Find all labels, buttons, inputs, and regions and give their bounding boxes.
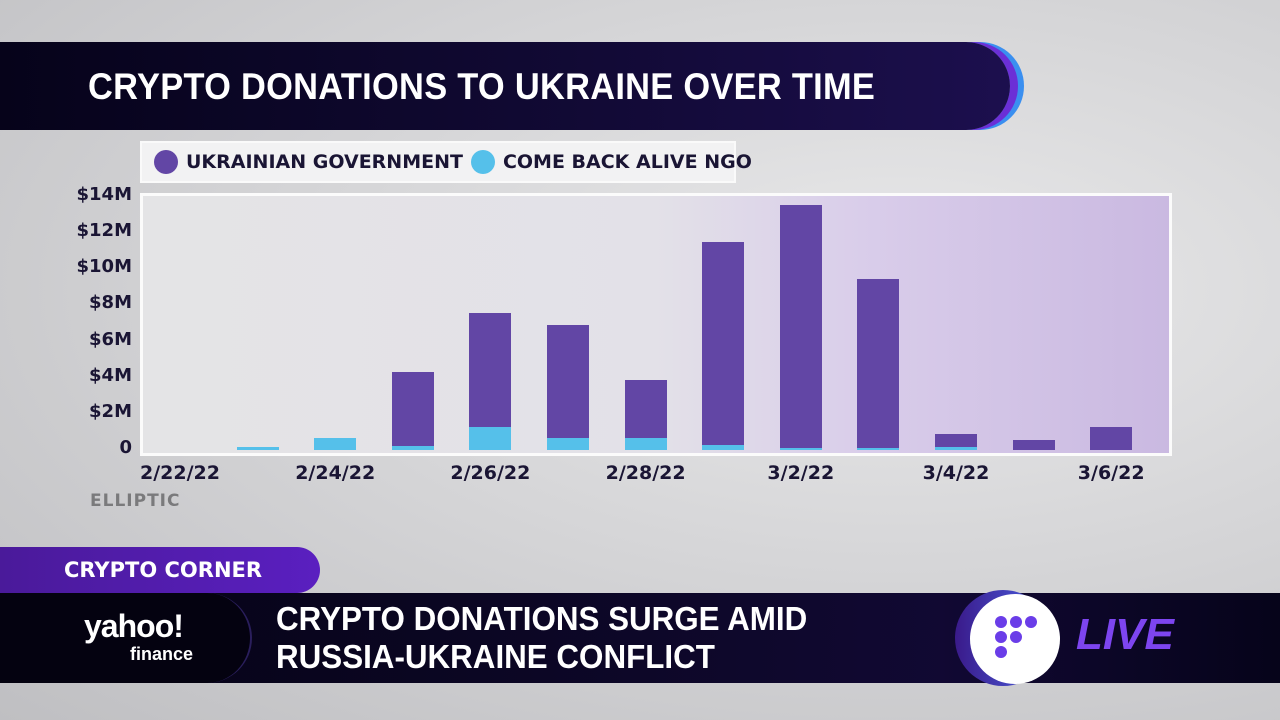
legend-label: COME BACK ALIVE NGO [502,151,752,173]
chart-legend: UKRAINIAN GOVERNMENT COME BACK ALIVE NGO [140,141,752,183]
brand-logo-area [0,593,252,683]
bar-segment [314,438,357,450]
x-tick-label: 2/22/22 [140,462,220,484]
y-tick-label: $2M [89,400,132,422]
brand-logo-finance: finance [130,644,194,664]
x-tick-label: 3/2/22 [767,462,835,484]
bar-segment [702,242,745,445]
bar-segment [236,447,279,450]
legend-dot-icon [470,150,495,174]
headline-line-1: CRYPTO DONATIONS SURGE AMID [276,600,808,637]
chart-title: CRYPTO DONATIONS TO UKRAINE OVER TIME [88,66,876,107]
chart-title-bar: CRYPTO DONATIONS TO UKRAINE OVER TIME [0,42,1010,130]
bar-segment [857,279,900,448]
x-tick-label: 3/4/22 [922,462,990,484]
brand-logo-yahoo: yahoo! [84,608,184,644]
y-tick-label: $6M [89,328,132,350]
live-label: LIVE [1076,610,1174,659]
bar-segment [702,444,745,450]
bar-segment [1090,427,1133,450]
bar-segment [469,427,512,450]
x-tick-label: 2/26/22 [450,462,531,484]
source-label: ELLIPTIC [90,491,181,511]
y-tick-label: $10M [76,256,133,278]
bar-segment [935,447,977,450]
headline-line-2: RUSSIA-UKRAINE CONFLICT [276,638,715,675]
bar-segment [624,438,667,450]
bar-segment [391,372,434,447]
bar-segment [1012,440,1055,450]
segment-tag: CRYPTO CORNER [0,547,320,593]
bar-segment [469,312,512,428]
y-tick-label: 0 [119,437,132,458]
headline: CRYPTO DONATIONS SURGE AMID RUSSIA-UKRAI… [276,600,807,676]
bar-segment [857,448,900,450]
y-tick-label: $8M [89,292,132,314]
plot-area [140,193,1172,456]
bar-segment [624,379,667,439]
bar-segment [935,433,977,448]
legend-label: UKRAINIAN GOVERNMENT [186,151,463,173]
bar-segment [391,446,434,450]
x-tick-label: 2/24/22 [295,462,376,484]
bar-segment [779,448,822,450]
bar-segment [547,438,589,450]
legend-item-ngo: COME BACK ALIVE NGO [470,150,752,174]
bar-segment [547,325,589,439]
yahoo-finance-dots-logo-icon [970,594,1060,684]
x-tick-label: 2/28/22 [605,462,686,484]
legend-item-government: UKRAINIAN GOVERNMENT [154,150,463,174]
y-tick-label: $4M [89,364,132,386]
x-tick-label: 3/6/22 [1077,462,1145,484]
y-tick-label: $12M [76,220,133,242]
bar-segment [779,204,822,448]
segment-tag-text: CRYPTO CORNER [64,558,263,582]
legend-dot-icon [154,150,178,174]
y-tick-label: $14M [76,184,133,205]
